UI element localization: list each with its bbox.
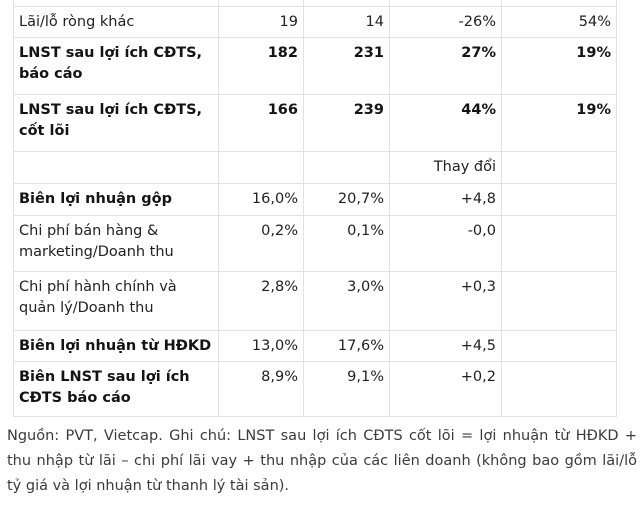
- cell-value: 9,1%: [303, 361, 390, 417]
- cell-value: 231: [303, 37, 390, 95]
- section-header-cell: Thay đổi: [389, 151, 502, 184]
- source-note: Nguồn: PVT, Vietcap. Ghi chú: LNST sau l…: [7, 428, 637, 494]
- cell-value: 0,2%: [218, 215, 304, 272]
- cell-value: 44%: [389, 94, 502, 152]
- cell-value: 8,9%: [218, 361, 304, 417]
- cell-value: 166: [218, 94, 304, 152]
- table-row: Lãi/lỗ ròng khác 19 14 -26% 54%: [13, 6, 617, 38]
- cell-value: 2,8%: [218, 271, 304, 331]
- cell-value: [501, 215, 617, 272]
- row-label: Biên LNST sau lợi ích CĐTS báo cáo: [13, 361, 219, 417]
- cell-value: 19%: [501, 37, 617, 95]
- row-label: Biên lợi nhuận từ HĐKD: [13, 330, 219, 362]
- row-label: LNST sau lợi ích CĐTS, cốt lõi: [13, 94, 219, 152]
- cell-value: 27%: [389, 37, 502, 95]
- table-row-section-header: Thay đổi: [13, 151, 617, 184]
- cell-value: [501, 183, 617, 216]
- cell-value: [218, 151, 304, 184]
- table-row: Biên lợi nhuận từ HĐKD 13,0% 17,6% +4,5: [13, 330, 617, 362]
- cell-value: 0,1%: [303, 215, 390, 272]
- table-row: LNST sau lợi ích CĐTS, cốt lõi 166 239 4…: [13, 94, 617, 152]
- cell-value: [501, 271, 617, 331]
- row-label: Chi phí bán hàng & marketing/Doanh thu: [13, 215, 219, 272]
- table-row: Biên LNST sau lợi ích CĐTS báo cáo 8,9% …: [13, 361, 617, 417]
- cell-value: [501, 330, 617, 362]
- cell-value: +4,5: [389, 330, 502, 362]
- cell-value: 14: [303, 6, 390, 38]
- cell-value: 19%: [501, 94, 617, 152]
- table-row: Chi phí bán hàng & marketing/Doanh thu 0…: [13, 215, 617, 272]
- financials-table: Lãi/lỗ ròng khác 19 14 -26% 54% LNST sau…: [13, 0, 617, 417]
- row-label: Chi phí hành chính và quản lý/Doanh thu: [13, 271, 219, 331]
- cell-value: -26%: [389, 6, 502, 38]
- cell-value: 20,7%: [303, 183, 390, 216]
- table-row: LNST sau lợi ích CĐTS, báo cáo 182 231 2…: [13, 37, 617, 95]
- cell-value: +4,8: [389, 183, 502, 216]
- row-label: LNST sau lợi ích CĐTS, báo cáo: [13, 37, 219, 95]
- row-label: [13, 151, 219, 184]
- cell-value: 16,0%: [218, 183, 304, 216]
- cell-value: +0,2: [389, 361, 502, 417]
- cell-value: 3,0%: [303, 271, 390, 331]
- row-label: Lãi/lỗ ròng khác: [13, 6, 219, 38]
- cell-value: [303, 151, 390, 184]
- cell-value: 54%: [501, 6, 617, 38]
- cell-value: [501, 361, 617, 417]
- cell-value: +0,3: [389, 271, 502, 331]
- cell-value: 239: [303, 94, 390, 152]
- cell-value: 13,0%: [218, 330, 304, 362]
- cell-value: -0,0: [389, 215, 502, 272]
- cell-value: 182: [218, 37, 304, 95]
- table-row: Chi phí hành chính và quản lý/Doanh thu …: [13, 271, 617, 331]
- cell-value: 19: [218, 6, 304, 38]
- row-label: Biên lợi nhuận gộp: [13, 183, 219, 216]
- table-row: Biên lợi nhuận gộp 16,0% 20,7% +4,8: [13, 183, 617, 216]
- cell-value: 17,6%: [303, 330, 390, 362]
- cell-value: [501, 151, 617, 184]
